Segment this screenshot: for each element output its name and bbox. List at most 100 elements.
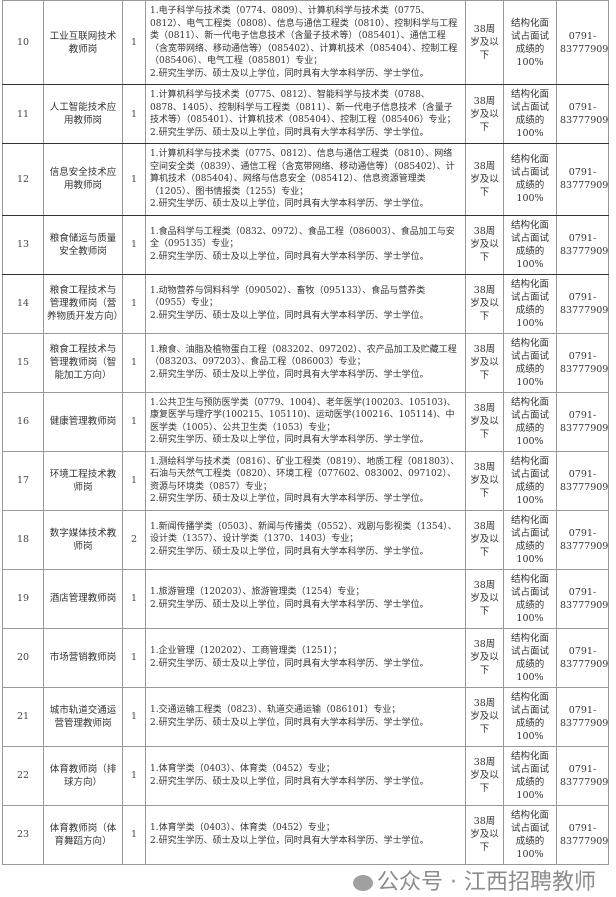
row-number: 23 — [2, 804, 44, 865]
degree-requirement: 2.研究生学历、硕士及以上学位，同时具有大学本科学历、学士学位。 — [150, 310, 429, 321]
degree-requirement: 2.研究生学历、硕士及以上学位，同时具有大学本科学历、学士学位。 — [150, 251, 429, 262]
age-limit: 38周岁及以下 — [465, 84, 504, 144]
major-requirement: 1.动物营养与饲料科学（090502）、畜牧（095133）、食品与营养类（09… — [150, 285, 426, 309]
requirements: 1.交通运输工程类（0823）、轨道交通运输（086101）专业； 2.研究生学历… — [145, 686, 466, 747]
table-row: 11 人工智能技术应用教师岗 1 1.计算机科学与技术类（0775、0812）、智能科… — [2, 84, 609, 144]
degree-requirement: 2.研究生学历、硕士及以上学位，同时具有大学本科学历、学士学位。 — [150, 199, 429, 209]
headcount: 1 — [122, 332, 146, 393]
interview-method: 结构化面试占面试成绩的100% — [503, 0, 557, 85]
table-row: 10 工业互联网技术教师岗 1 1.电子科学与技术类（0774、0809）、计算机科学… — [2, 0, 609, 85]
age-limit: 38周岁及以下 — [465, 745, 504, 806]
requirements: 1.公共卫生与预防医学类（0779、1004）、老年医学(100203、1051… — [145, 391, 466, 452]
requirements: 1.测绘科学与技术类（0816）、矿业工程类（0819）、地质工程（081803… — [145, 450, 466, 511]
major-requirement: 1.体育学类（0403）、体育类（0452）专业； — [150, 764, 335, 774]
contact-phone: 0791-83777909 — [556, 745, 609, 806]
degree-requirement: 2.研究生学历、硕士及以上学位，同时具有大学本科学历、学士学位。 — [150, 494, 429, 504]
contact-phone: 0791-83777909 — [556, 143, 609, 216]
age-limit: 38周岁及以下 — [465, 0, 504, 85]
contact-phone: 0791-83777909 — [556, 509, 609, 570]
row-number: 10 — [2, 0, 44, 85]
major-requirement: 1.体育学类（0403）、体育类（0452）专业； — [150, 823, 335, 833]
interview-method: 结构化面试占面试成绩的100% — [503, 450, 557, 511]
interview-method: 结构化面试占面试成绩的100% — [503, 391, 557, 452]
table-row: 16 健康管理教师岗 1 1.公共卫生与预防医学类（0779、1004）、老年医学(1… — [2, 391, 609, 452]
row-number: 11 — [2, 84, 44, 144]
major-requirement: 1.测绘科学与技术类（0816）、矿业工程类（0819）、地质工程（081803… — [150, 456, 460, 492]
age-limit: 38周岁及以下 — [465, 450, 504, 511]
interview-method: 结构化面试占面试成绩的100% — [503, 332, 557, 393]
interview-method: 结构化面试占面试成绩的100% — [503, 627, 557, 688]
position-name: 体育教师岗（排球方向） — [43, 745, 123, 806]
headcount: 1 — [122, 214, 146, 275]
contact-phone: 0791-83777909 — [556, 568, 609, 629]
age-limit: 38周岁及以下 — [465, 391, 504, 452]
age-limit: 38周岁及以下 — [465, 509, 504, 570]
contact-phone: 0791-83777909 — [556, 450, 609, 511]
interview-method: 结构化面试占面试成绩的100% — [503, 509, 557, 570]
position-name: 体育教师岗（体育舞蹈方向） — [43, 804, 123, 865]
table-row: 14 粮食工程技术与管理教师岗（营养物质开发方向） 1 1.动物营养与饲料科学（090… — [2, 273, 609, 334]
degree-requirement: 2.研究生学历、硕士及以上学位，同时具有大学本科学历、学士学位。 — [150, 717, 429, 728]
degree-requirement: 2.研究生学历、硕士及以上学位，同时具有大学本科学历、学士学位。 — [150, 546, 429, 557]
position-name: 粮食工程技术与管理教师岗（营养物质开发方向） — [43, 273, 123, 334]
row-number: 14 — [2, 273, 44, 334]
major-requirement: 1.交通运输工程类（0823）、轨道交通运输（086101）专业； — [150, 705, 401, 715]
contact-phone: 0791-83777909 — [556, 804, 609, 865]
table-row: 23 体育教师岗（体育舞蹈方向） 1 1.体育学类（0403）、体育类（0452）专业… — [2, 804, 609, 865]
requirements: 1.食品科学与工程类（0832、0972）、食品工程（086003）、食品加工与… — [145, 214, 466, 275]
major-requirement: 1.公共卫生与预防医学类（0779、1004）、老年医学(100203、1051… — [150, 397, 456, 433]
major-requirement: 1.电子科学与技术类（0774、0809）、计算机科学与技术类（0775、081… — [150, 6, 458, 66]
age-limit: 38周岁及以下 — [465, 804, 504, 865]
row-number: 17 — [2, 450, 44, 511]
position-name: 健康管理教师岗 — [43, 391, 123, 452]
headcount: 1 — [122, 745, 146, 806]
interview-method: 结构化面试占面试成绩的100% — [503, 686, 557, 747]
requirements: 1.动物营养与饲料科学（090502）、畜牧（095133）、食品与营养类（09… — [145, 273, 466, 334]
headcount: 1 — [122, 391, 146, 452]
contact-phone: 0791-83777909 — [556, 686, 609, 747]
major-requirement: 1.旅游管理（120203）、旅游管理类（1254）专业； — [150, 587, 365, 597]
headcount: 2 — [122, 509, 146, 570]
degree-requirement: 2.研究生学历、硕士及以上学位，同时具有大学本科学历、学士学位。 — [150, 599, 429, 610]
position-name: 数字媒体技术教师岗 — [43, 509, 123, 570]
major-requirement: 1.食品科学与工程类（0832、0972）、食品工程（086003）、食品加工与… — [150, 226, 455, 250]
headcount: 1 — [122, 84, 146, 144]
table-row: 13 粮食储运与质量安全教师岗 1 1.食品科学与工程类（0832、0972）、食品工… — [2, 214, 609, 275]
age-limit: 38周岁及以下 — [465, 273, 504, 334]
degree-requirement: 2.研究生学历、硕士及以上学位，同时具有大学本科学历、学士学位。 — [150, 435, 429, 445]
requirements: 1.计算机科学与技术类（0775、0812）、信息与通信工程类（0810）、网络… — [145, 143, 466, 216]
row-number: 15 — [2, 332, 44, 393]
requirements: 1.计算机科学与技术类（0775、0812）、智能科学与技术类（0788、087… — [145, 84, 466, 144]
table-row: 21 城市轨道交通运营管理教师岗 1 1.交通运输工程类（0823）、轨道交通运输（0… — [2, 686, 609, 747]
degree-requirement: 2.研究生学历、硕士及以上学位，同时具有大学本科学历、学士学位。 — [150, 369, 429, 380]
position-name: 城市轨道交通运营管理教师岗 — [43, 686, 123, 747]
degree-requirement: 2.研究生学历、硕士及以上学位，同时具有大学本科学历、学士学位。 — [150, 68, 429, 79]
row-number: 21 — [2, 686, 44, 747]
row-number: 19 — [2, 568, 44, 629]
table-row: 18 数字媒体技术教师岗 2 1.新闻传播学类（0503）、新闻与传播类（0552）、… — [2, 509, 609, 570]
headcount: 1 — [122, 804, 146, 865]
position-name: 粮食工程技术与管理教师岗（智能加工方向） — [43, 332, 123, 393]
requirements: 1.粮食、油脂及植物蛋白工程（083202、097202）、农产品加工及贮藏工程… — [145, 332, 466, 393]
headcount: 1 — [122, 686, 146, 747]
interview-method: 结构化面试占面试成绩的100% — [503, 745, 557, 806]
table-row: 12 信息安全技术应用教师岗 1 1.计算机科学与技术类（0775、0812）、信息与… — [2, 143, 609, 216]
table-row: 20 市场营销教师岗 1 1.企业管理（120202）、工商管理类（1251）； 2.研… — [2, 627, 609, 688]
degree-requirement: 2.研究生学历、硕士及以上学位，同时具有大学本科学历、学士学位。 — [150, 658, 429, 669]
requirements: 1.旅游管理（120203）、旅游管理类（1254）专业； 2.研究生学历、硕士及… — [145, 568, 466, 629]
age-limit: 38周岁及以下 — [465, 627, 504, 688]
requirements: 1.电子科学与技术类（0774、0809）、计算机科学与技术类（0775、081… — [145, 0, 466, 85]
row-number: 16 — [2, 391, 44, 452]
headcount: 1 — [122, 273, 146, 334]
position-name: 工业互联网技术教师岗 — [43, 0, 123, 85]
watermark-text: 公众号 · 江西招聘教师 — [377, 869, 596, 895]
degree-requirement: 2.研究生学历、硕士及以上学位，同时具有大学本科学历、学士学位。 — [150, 776, 429, 787]
age-limit: 38周岁及以下 — [465, 686, 504, 747]
contact-phone: 0791-83777909 — [556, 391, 609, 452]
table-row: 22 体育教师岗（排球方向） 1 1.体育学类（0403）、体育类（0452）专业； 2… — [2, 745, 609, 806]
contact-phone: 0791-83777909 — [556, 332, 609, 393]
headcount: 1 — [122, 450, 146, 511]
age-limit: 38周岁及以下 — [465, 214, 504, 275]
major-requirement: 1.计算机科学与技术类（0775、0812）、信息与通信工程类（0810）、网络… — [150, 149, 455, 197]
position-name: 酒店管理教师岗 — [43, 568, 123, 629]
